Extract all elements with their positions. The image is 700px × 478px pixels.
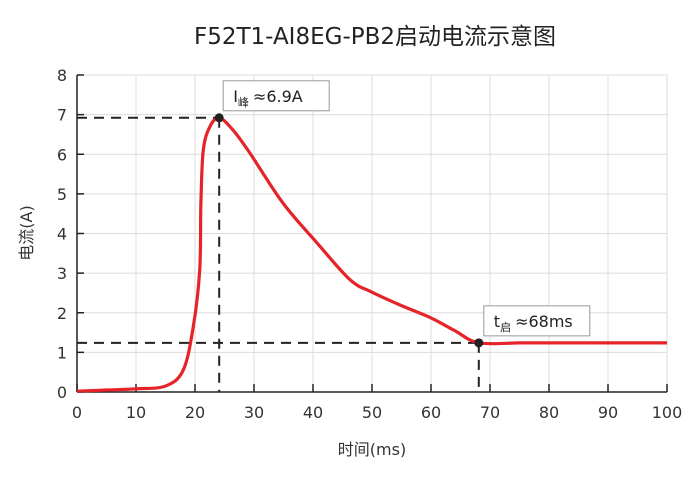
x-tick-label: 90 [598, 403, 618, 422]
x-tick-label: 70 [480, 403, 500, 422]
guide-lines [77, 116, 480, 392]
x-axis-label: 时间(ms) [338, 440, 406, 459]
annotation-box [483, 305, 591, 337]
x-tick-label: 80 [539, 403, 559, 422]
y-tick-label: 1 [57, 343, 67, 362]
y-tick-label: 6 [57, 145, 67, 164]
annotation-point [474, 338, 484, 348]
y-tick-label: 5 [57, 185, 67, 204]
y-tick-label: 4 [57, 225, 67, 244]
x-tick-label: 100 [652, 403, 683, 422]
x-tick-label: 0 [72, 403, 82, 422]
y-axis-label: 电流(A) [17, 205, 36, 260]
x-tick-label: 40 [303, 403, 323, 422]
y-tick-label: 2 [57, 304, 67, 323]
y-tick-label: 8 [57, 66, 67, 85]
x-tick-label: 50 [362, 403, 382, 422]
annotation-label: t启 ≈68ms [494, 312, 573, 334]
annotations: I峰 ≈6.9A t启 ≈68ms [214, 80, 591, 348]
x-tick-label: 10 [126, 403, 146, 422]
x-tick-label: 60 [421, 403, 441, 422]
y-tick-label: 7 [57, 106, 67, 125]
chart-title: F52T1-AI8EG-PB2启动电流示意图 [194, 24, 556, 50]
x-tick-label: 20 [185, 403, 205, 422]
y-tick-label: 3 [57, 264, 67, 283]
x-tick-label: 30 [244, 403, 264, 422]
annotation-point [214, 113, 224, 123]
tick-labels: 0 10 20 30 40 50 60 70 80 90 100 0 1 2 3 4 5 6 7 8 [57, 66, 682, 422]
annotation-box [222, 80, 330, 112]
axes [76, 74, 668, 393]
y-tick-label: 0 [57, 383, 67, 402]
annotation-label: I峰 ≈6.9A [233, 87, 303, 109]
